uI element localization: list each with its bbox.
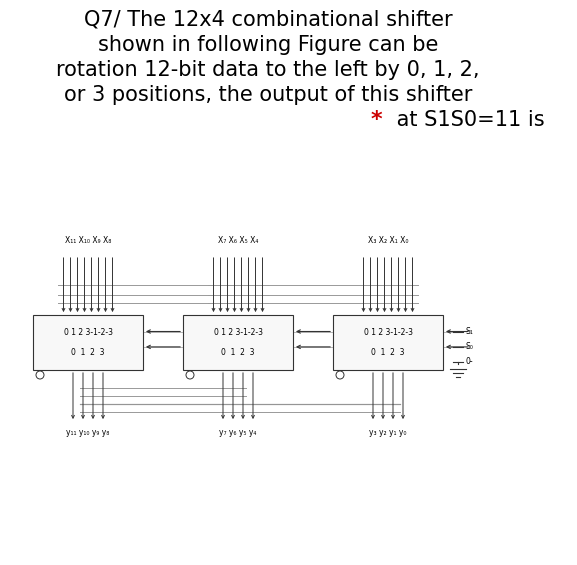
Text: rotation 12-bit data to the left by 0, 1, 2,: rotation 12-bit data to the left by 0, 1… xyxy=(56,60,479,80)
Text: 0  1  2  3: 0 1 2 3 xyxy=(221,348,255,357)
Text: S₁: S₁ xyxy=(466,327,474,336)
Bar xyxy=(33,315,143,370)
Text: Q7/ The 12x4 combinational shifter: Q7/ The 12x4 combinational shifter xyxy=(84,10,452,30)
Circle shape xyxy=(336,371,344,379)
Text: 0  1  2  3: 0 1 2 3 xyxy=(371,348,404,357)
Circle shape xyxy=(186,371,194,379)
Text: 0 1 2 3-1-2-3: 0 1 2 3-1-2-3 xyxy=(63,328,113,337)
Text: 0  1  2  3: 0 1 2 3 xyxy=(71,348,105,357)
Text: 0 1 2 3-1-2-3: 0 1 2 3-1-2-3 xyxy=(213,328,263,337)
Text: 0-: 0- xyxy=(466,358,474,366)
Bar xyxy=(183,315,293,370)
Text: S₀: S₀ xyxy=(466,342,474,351)
Text: 0 1 2 3-1-2-3: 0 1 2 3-1-2-3 xyxy=(364,328,413,337)
Bar xyxy=(333,315,443,370)
Circle shape xyxy=(36,371,44,379)
Text: y₁₁ y₁₀ y₉ y₈: y₁₁ y₁₀ y₉ y₈ xyxy=(66,428,110,437)
Text: at S1S0=11 is: at S1S0=11 is xyxy=(390,110,545,130)
Text: y₇ y₆ y₅ y₄: y₇ y₆ y₅ y₄ xyxy=(219,428,257,437)
Text: y₃ y₂ y₁ y₀: y₃ y₂ y₁ y₀ xyxy=(369,428,407,437)
Text: *: * xyxy=(370,110,390,130)
Text: X₃ X₂ X₁ X₀: X₃ X₂ X₁ X₀ xyxy=(368,236,409,245)
Text: X₁₁ X₁₀ X₉ X₈: X₁₁ X₁₀ X₉ X₈ xyxy=(65,236,111,245)
Text: or 3 positions, the output of this shifter: or 3 positions, the output of this shift… xyxy=(64,85,472,105)
Text: shown in following Figure can be: shown in following Figure can be xyxy=(98,35,438,55)
Text: X₇ X₆ X₅ X₄: X₇ X₆ X₅ X₄ xyxy=(218,236,258,245)
